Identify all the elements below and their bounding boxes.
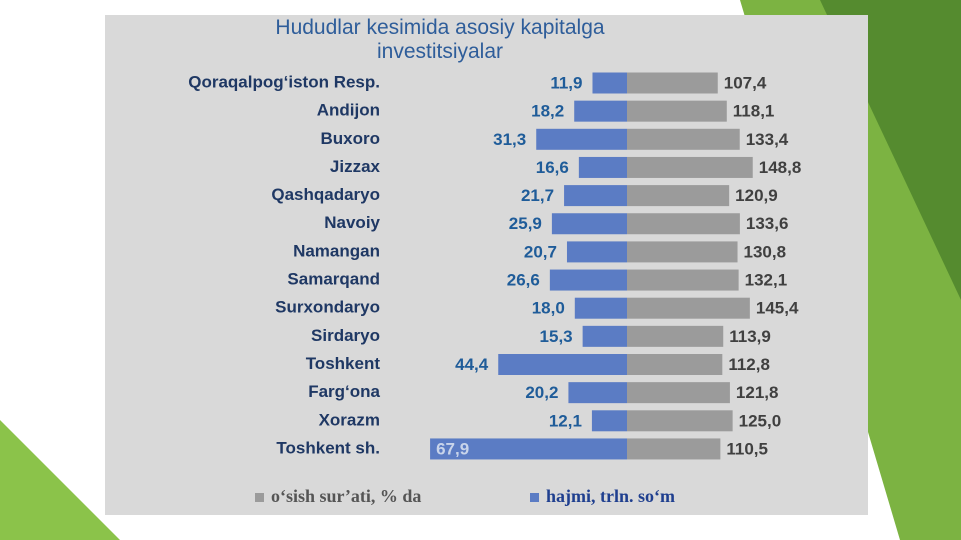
decor: [0, 420, 120, 540]
value-label: 110,5: [726, 439, 768, 458]
legend-label: o‘sish sur’ati, % da: [271, 486, 421, 506]
bar: [551, 213, 627, 235]
category-label: Qoraqalpog‘iston Resp.: [188, 72, 380, 91]
category-label: Navoiy: [324, 213, 380, 232]
value-label: 148,8: [759, 158, 802, 177]
value-label: 120,9: [735, 186, 778, 205]
category-label: Surxondaryo: [275, 298, 380, 317]
value-label: 133,4: [746, 130, 789, 149]
value-label: 25,9: [509, 214, 542, 233]
value-label: 113,9: [729, 327, 771, 346]
category-label: Toshkent sh.: [276, 438, 380, 457]
value-label: 31,3: [493, 130, 526, 149]
bar: [549, 269, 627, 291]
bar: [627, 156, 753, 178]
bar: [591, 410, 627, 432]
bar: [574, 297, 627, 319]
bar: [627, 269, 739, 291]
legend-swatch: [530, 493, 539, 502]
category-label: Farg‘ona: [308, 382, 380, 401]
value-label: 133,6: [746, 214, 789, 233]
value-label: 121,8: [736, 383, 779, 402]
category-label: Toshkent: [306, 354, 381, 373]
bar: [627, 72, 718, 94]
bar: [592, 72, 627, 94]
bar: [430, 438, 627, 460]
bar: [627, 410, 733, 432]
chart-title: Hududlar kesimida asosiy kapitalga inves…: [275, 16, 605, 63]
value-label: 112,8: [728, 355, 770, 374]
value-label: 21,7: [521, 186, 554, 205]
bar: [627, 213, 740, 235]
value-label: 26,6: [507, 271, 540, 290]
value-label: 18,0: [532, 299, 565, 318]
category-label: Buxoro: [321, 129, 381, 148]
bar: [498, 354, 627, 375]
bar: [568, 382, 627, 404]
category-label: Namangan: [293, 241, 380, 260]
value-label: 15,3: [540, 327, 573, 346]
bar: [566, 241, 627, 263]
value-label: 145,4: [756, 299, 799, 318]
value-label: 130,8: [744, 242, 787, 261]
panel: [105, 15, 868, 515]
bar: [627, 325, 724, 347]
category-label: Jizzax: [330, 157, 381, 176]
legend-swatch: [255, 493, 264, 502]
category-label: Andijon: [317, 101, 380, 120]
value-label: 18,2: [531, 102, 564, 121]
value-label: 44,4: [455, 355, 489, 374]
value-label: 12,1: [549, 411, 582, 430]
bar: [627, 241, 738, 263]
category-label: Xorazm: [319, 410, 380, 429]
bar: [627, 297, 750, 319]
legend-label: hajmi, trln. so‘m: [546, 486, 675, 506]
bar: [627, 382, 730, 404]
value-label: 132,1: [745, 271, 788, 290]
value-label: 11,9: [550, 73, 582, 92]
bar: [627, 128, 740, 150]
value-label: 107,4: [724, 73, 767, 92]
bar: [536, 128, 627, 150]
bar: [578, 156, 627, 178]
bar: [574, 100, 627, 122]
value-label: 16,6: [536, 158, 569, 177]
value-label: 125,0: [739, 411, 782, 430]
bar: [627, 100, 727, 122]
bar: [564, 185, 627, 207]
value-label: 20,2: [525, 383, 558, 402]
bar: [627, 438, 721, 460]
value-label: 118,1: [733, 102, 775, 121]
bar: [627, 354, 723, 375]
category-label: Qashqadaryo: [271, 185, 380, 204]
value-label: 20,7: [524, 242, 557, 261]
bar: [582, 325, 627, 347]
value-label: 67,9: [436, 439, 469, 458]
category-label: Samarqand: [287, 270, 380, 289]
bar: [627, 185, 730, 207]
category-label: Sirdaryo: [311, 326, 380, 345]
